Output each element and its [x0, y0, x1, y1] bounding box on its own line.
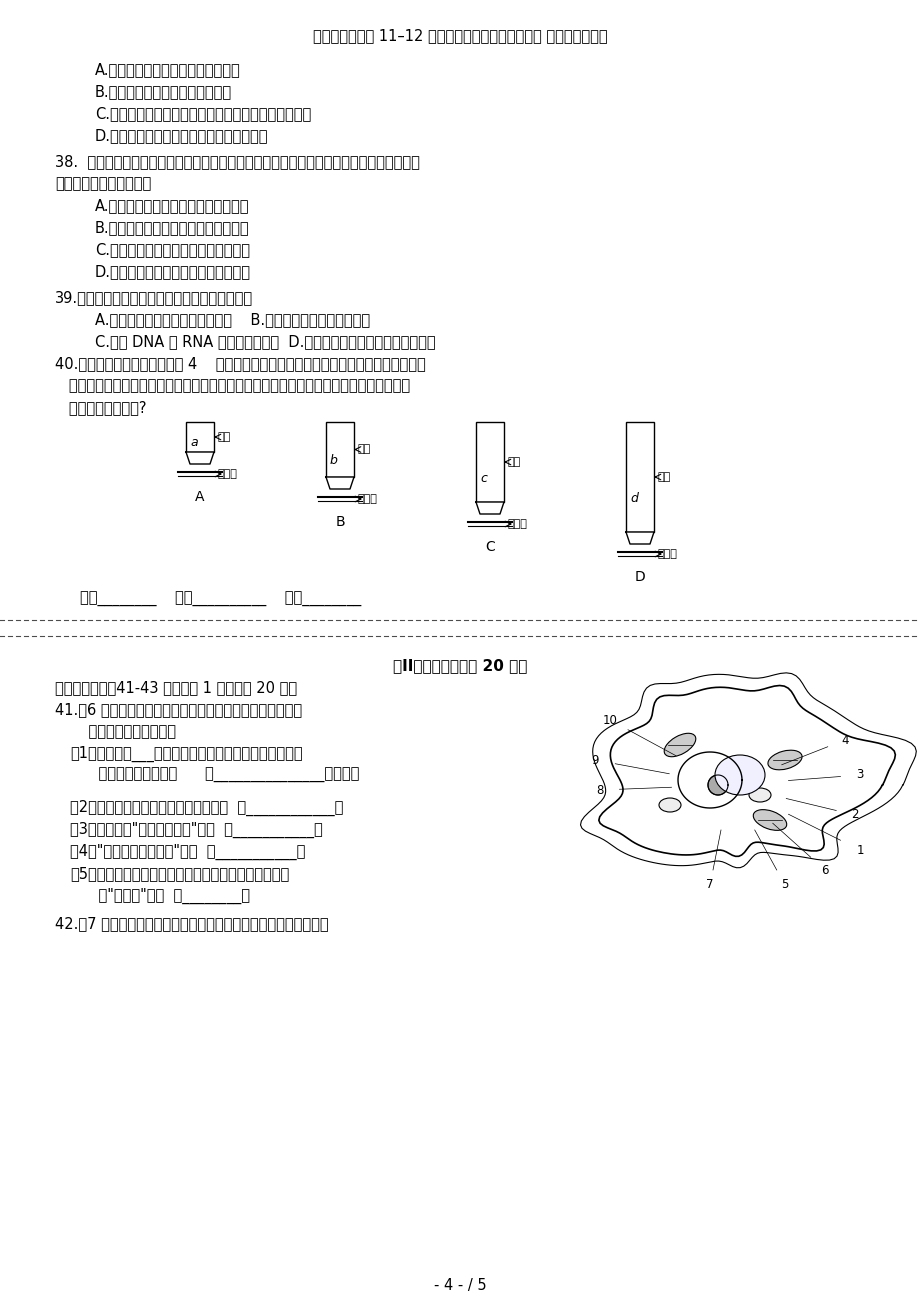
Text: 每一物镜与载玻片的距离如图所示。如果载玻片位置不变，用哪一组物镜在一个视野中看: 每一物镜与载玻片的距离如图所示。如果载玻片位置不变，用哪一组物镜在一个视野中看	[55, 378, 410, 393]
Text: 卷II（非选择题，共 20 分）: 卷II（非选择题，共 20 分）	[392, 658, 527, 673]
Bar	[325, 422, 354, 477]
Text: 物镜: 物镜	[657, 473, 671, 482]
Text: （4）"生产蛋白质的机器"是【  】___________。: （4）"生产蛋白质的机器"是【 】___________。	[70, 844, 305, 861]
Polygon shape	[625, 533, 653, 544]
Text: 7: 7	[706, 879, 713, 892]
Text: b: b	[330, 454, 337, 467]
Ellipse shape	[708, 775, 727, 796]
Text: B.细胞体积小，有利于扩散和转移: B.细胞体积小，有利于扩散和转移	[95, 85, 232, 99]
Text: （5）能够对来自内质网的蛋白质进行加工、分类和包装: （5）能够对来自内质网的蛋白质进行加工、分类和包装	[70, 866, 289, 881]
Text: 河北省唐山一中 11–12 学年高二生物上学期期中考试 文【会员独享】: 河北省唐山一中 11–12 学年高二生物上学期期中考试 文【会员独享】	[312, 29, 607, 43]
Text: 41.（6 分）下图为一个真核细胞的亚显微结构图，请仔细观: 41.（6 分）下图为一个真核细胞的亚显微结构图，请仔细观	[55, 702, 301, 717]
Text: C.细胞体积小，有利于高效地进行物质交换和信息交流: C.细胞体积小，有利于高效地进行物质交换和信息交流	[95, 105, 311, 121]
Ellipse shape	[753, 810, 786, 831]
Bar	[625, 422, 653, 533]
Text: D: D	[634, 570, 644, 585]
Text: 能有密切关系的细胞器有: 能有密切关系的细胞器有	[55, 176, 151, 191]
Text: 42.（7 分）下图表示某绿色植物细胞内部分代谢过程，请分析回答: 42.（7 分）下图表示某绿色植物细胞内部分代谢过程，请分析回答	[55, 917, 328, 931]
Text: 物镜: 物镜	[357, 444, 371, 454]
Text: 40.用显微镜的一个目镜分别与 4    个不同倍数的物镜组合来观察血涂片。当成像清晰时，: 40.用显微镜的一个目镜分别与 4 个不同倍数的物镜组合来观察血涂片。当成像清晰…	[55, 355, 425, 371]
Text: （2）细胞进行有氧呼吸的主要场所是【  】____________。: （2）细胞进行有氧呼吸的主要场所是【 】____________。	[70, 799, 343, 816]
Text: 5: 5	[780, 879, 788, 892]
Ellipse shape	[664, 733, 695, 756]
Text: 据是，该细胞具有【      】_______________等结构。: 据是，该细胞具有【 】_______________等结构。	[80, 768, 359, 783]
Text: c: c	[480, 471, 486, 484]
Text: A: A	[195, 490, 205, 504]
Text: a: a	[190, 436, 198, 449]
Text: D.细胞体积小，有利于细胞膜上分子的流动: D.细胞体积小，有利于细胞膜上分子的流动	[95, 128, 268, 143]
Text: 6: 6	[821, 863, 828, 876]
Text: 9: 9	[591, 754, 598, 767]
Text: 8: 8	[596, 784, 603, 797]
Text: 到的细胞数目最多?: 到的细胞数目最多?	[55, 400, 146, 415]
Text: 的"发送站"是【  】________。: 的"发送站"是【 】________。	[80, 888, 250, 904]
Text: C.观察 DNA 和 RNA 在细胞中的分布  D.观察根尖分生组织细胞的有丝分裂: C.观察 DNA 和 RNA 在细胞中的分布 D.观察根尖分生组织细胞的有丝分裂	[95, 335, 436, 349]
Text: 39.下列实验中，实验材料始终保持生物活性的是: 39.下列实验中，实验材料始终保持生物活性的是	[55, 290, 253, 305]
Text: d: d	[630, 492, 637, 505]
Text: 物镜: 物镜	[507, 457, 521, 467]
Text: A.细胞体积小，有利于进行细胞分裂: A.细胞体积小，有利于进行细胞分裂	[95, 62, 241, 77]
Text: A.核糖体、线粒体、内质网和高尔基体: A.核糖体、线粒体、内质网和高尔基体	[95, 198, 249, 214]
Text: 载玻片: 载玻片	[218, 469, 238, 479]
Ellipse shape	[767, 750, 801, 769]
Text: 载玻片: 载玻片	[357, 493, 378, 504]
Text: D.核糖体、叶绿体、高尔基体和内质网: D.核糖体、叶绿体、高尔基体和内质网	[95, 264, 251, 279]
Text: 2: 2	[850, 809, 857, 822]
Ellipse shape	[658, 798, 680, 812]
Text: B: B	[335, 516, 345, 529]
Text: （1）该细胞是___（动物或植物）细胞，作出此判断的依: （1）该细胞是___（动物或植物）细胞，作出此判断的依	[70, 746, 302, 762]
Text: C: C	[484, 540, 494, 553]
Polygon shape	[325, 477, 354, 490]
Text: （3）该细胞的"养料制造车间"是【  】___________。: （3）该细胞的"养料制造车间"是【 】___________。	[70, 822, 323, 838]
Text: 4: 4	[840, 733, 848, 746]
Text: 察后回答下面的问题：: 察后回答下面的问题：	[70, 724, 176, 740]
Polygon shape	[186, 452, 214, 464]
Text: 载玻片: 载玻片	[507, 519, 528, 529]
Text: 二、非选择题（41-43 题，每空 1 分，共计 20 分）: 二、非选择题（41-43 题，每空 1 分，共计 20 分）	[55, 680, 297, 695]
Text: B.线粒体、内质网、高尔基体和中心体: B.线粒体、内质网、高尔基体和中心体	[95, 220, 249, 234]
Text: 1: 1	[856, 844, 863, 857]
Ellipse shape	[714, 755, 765, 796]
Text: 10: 10	[602, 713, 617, 727]
Text: 3: 3	[856, 768, 863, 781]
Text: 物镜: 物镜	[218, 432, 231, 441]
Text: 班级________    姓名__________    考号________: 班级________ 姓名__________ 考号________	[80, 592, 361, 607]
Ellipse shape	[748, 788, 770, 802]
Text: 38.  牛奶中含有乳球蛋白和奶酪蛋白等物质，在奶牛的乳腺细胞中，与乳汁的合成与分泌功: 38. 牛奶中含有乳球蛋白和奶酪蛋白等物质，在奶牛的乳腺细胞中，与乳汁的合成与分…	[55, 154, 419, 169]
Text: A.观察植物细胞的质壁分离与复原    B.叶绿体中色素的提取和分离: A.观察植物细胞的质壁分离与复原 B.叶绿体中色素的提取和分离	[95, 312, 369, 327]
Polygon shape	[475, 503, 504, 514]
Bar	[475, 422, 504, 503]
Text: 载玻片: 载玻片	[657, 549, 677, 559]
Text: - 4 - / 5: - 4 - / 5	[433, 1279, 486, 1293]
Bar	[186, 422, 214, 452]
Text: C.溶酶体、线粒体、核糖体和高尔基体: C.溶酶体、线粒体、核糖体和高尔基体	[95, 242, 250, 256]
